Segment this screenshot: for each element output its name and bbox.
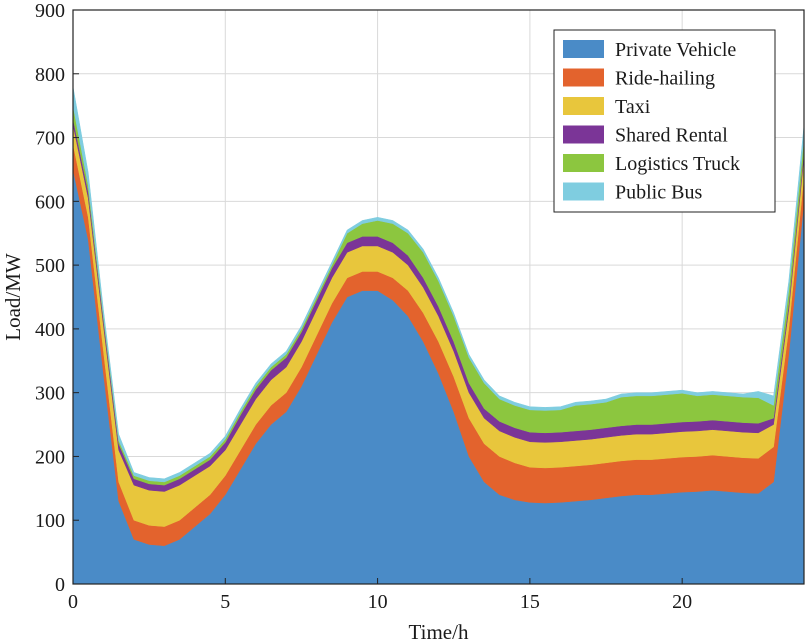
y-axis-title: Load/MW xyxy=(1,253,25,341)
y-tick-label: 700 xyxy=(35,128,65,150)
y-tick-label: 100 xyxy=(35,510,65,532)
legend-label: Ride-hailing xyxy=(615,68,715,90)
x-tick-label: 15 xyxy=(520,591,540,613)
legend-label: Taxi xyxy=(615,96,651,118)
x-axis-title: Time/h xyxy=(409,620,469,641)
legend-swatch xyxy=(563,40,604,58)
x-tick-label: 10 xyxy=(368,591,388,613)
legend-label: Public Bus xyxy=(615,182,702,204)
legend-label: Logistics Truck xyxy=(615,153,740,175)
y-tick-label: 600 xyxy=(35,191,65,213)
y-tick-label: 500 xyxy=(35,255,65,277)
y-tick-label: 900 xyxy=(35,0,65,22)
x-tick-label: 20 xyxy=(672,591,692,613)
y-tick-label: 0 xyxy=(55,574,65,596)
legend: Private Vehicle Ride-hailing Taxi Shared Re… xyxy=(553,29,776,213)
legend-box xyxy=(553,29,776,213)
legend-swatch xyxy=(563,154,604,172)
legend-label: Private Vehicle xyxy=(615,39,736,61)
y-tick-label: 200 xyxy=(35,446,65,468)
legend-swatch xyxy=(563,97,604,115)
x-tick-label: 0 xyxy=(68,591,78,613)
legend-label: Shared Rental xyxy=(615,125,728,147)
legend-swatch xyxy=(563,182,604,201)
y-tick-label: 800 xyxy=(35,64,65,86)
plot-frame xyxy=(72,9,805,585)
y-tick-label: 400 xyxy=(35,319,65,341)
legend-swatch xyxy=(563,125,604,144)
y-tick-label: 300 xyxy=(35,383,65,405)
legend-swatch xyxy=(563,68,604,87)
x-tick-label: 5 xyxy=(220,591,230,613)
